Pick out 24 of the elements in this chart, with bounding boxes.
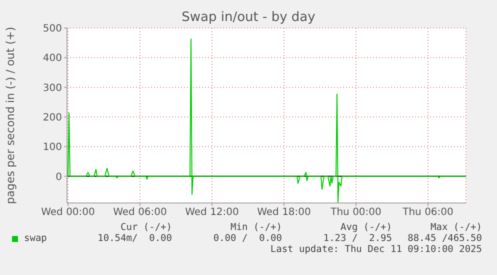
x-tick-label: Wed 18:00	[257, 207, 311, 218]
y-tick-label: 100	[42, 142, 62, 154]
x-tick-label: Thu 00:00	[330, 207, 382, 218]
x-tick-label: Thu 06:00	[402, 207, 454, 218]
text: 0.00 / 0.00	[212, 233, 282, 244]
text: Min (-/+)	[230, 222, 282, 233]
text: 1.23 / 2.95	[322, 233, 392, 244]
text: Cur (-/+)	[120, 222, 172, 233]
text: 10.54m/ 0.00	[96, 233, 172, 244]
text: 88.45 /465.50	[406, 233, 482, 244]
y-axis-title: pages per second in (-) / out (+)	[4, 26, 17, 204]
x-tick-label: Wed 12:00	[185, 207, 239, 218]
x-tick-label: Wed 06:00	[113, 207, 167, 218]
legend-label: swap	[23, 233, 48, 244]
y-tick-label: 500	[42, 24, 62, 35]
x-tick-label: Wed 00:00	[41, 207, 95, 218]
text: Last update: Thu Dec 11 09:10:00 2025	[269, 244, 482, 255]
text: Avg (-/+)	[340, 222, 392, 233]
chart-title: Swap in/out - by day	[180, 10, 316, 25]
y-tick-label: 400	[42, 53, 62, 64]
y-tick-label: 300	[42, 82, 62, 94]
text: Max (-/+)	[430, 222, 482, 233]
y-tick-label: 200	[42, 112, 62, 124]
y-tick-label: 0	[56, 172, 62, 183]
